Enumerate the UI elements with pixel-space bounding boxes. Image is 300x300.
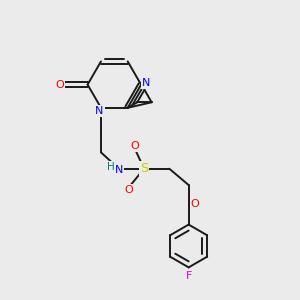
Text: O: O xyxy=(125,184,134,194)
Text: S: S xyxy=(140,162,148,175)
Text: H: H xyxy=(106,162,114,172)
Text: O: O xyxy=(56,80,64,90)
Text: O: O xyxy=(191,200,200,209)
Text: O: O xyxy=(131,141,140,151)
Text: F: F xyxy=(185,271,192,281)
Text: N: N xyxy=(115,165,123,175)
Text: N: N xyxy=(95,106,104,116)
Text: N: N xyxy=(142,78,151,88)
